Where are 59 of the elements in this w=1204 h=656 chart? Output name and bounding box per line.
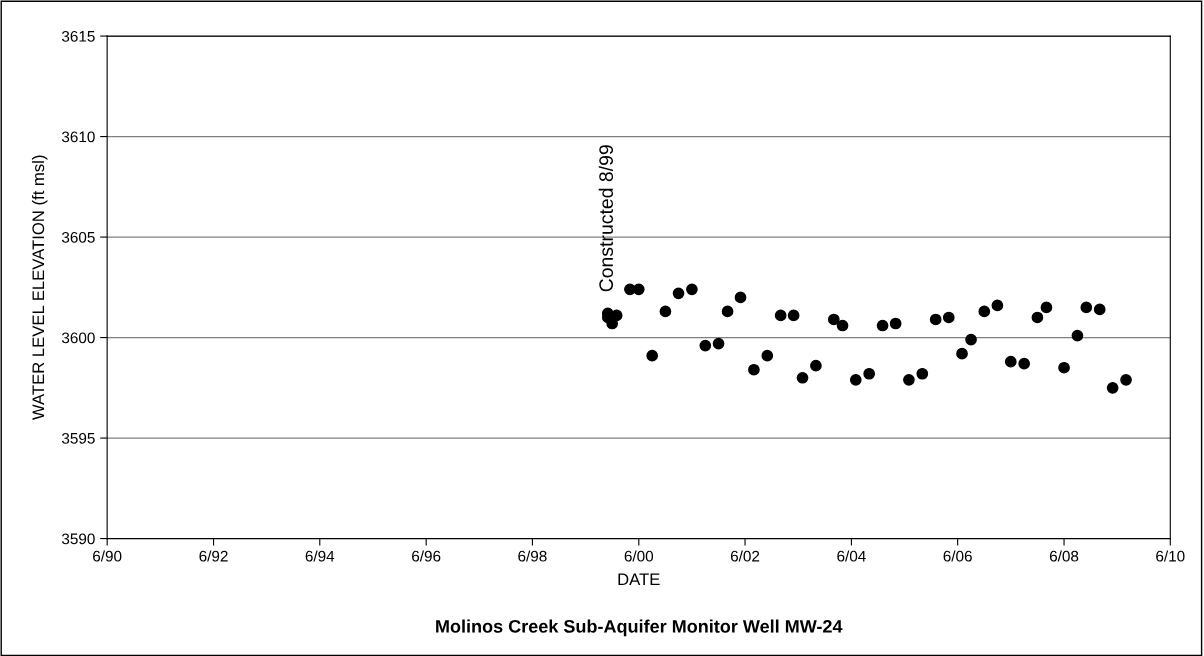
x-tick-label: 6/90 xyxy=(93,550,122,562)
y-tick-label: 3610 xyxy=(61,131,95,143)
point xyxy=(1071,329,1084,342)
point xyxy=(836,319,849,332)
point xyxy=(787,309,800,322)
x-tick-label: 6/02 xyxy=(730,550,760,562)
point xyxy=(734,291,747,304)
point xyxy=(929,313,942,326)
y-axis-title: WATER LEVEL ELEVATION (ft msl) xyxy=(31,155,48,420)
y-tick-label: 3600 xyxy=(61,332,95,344)
point xyxy=(659,305,672,318)
x-tick-label: 6/00 xyxy=(624,550,654,562)
point xyxy=(916,367,929,380)
x-tick-label: 6/96 xyxy=(412,550,441,562)
point xyxy=(774,309,787,322)
point xyxy=(686,283,698,296)
x-tick-label: 6/04 xyxy=(837,550,866,562)
point xyxy=(761,349,774,362)
x-tick-label: 6/10 xyxy=(1156,550,1185,562)
point xyxy=(699,339,712,352)
x-tick-label: 6/06 xyxy=(943,550,972,562)
y-tick-label: 3615 xyxy=(61,30,95,42)
text: Molinos Creek Sub-Aquifer Monitor Well MW-24 xyxy=(436,619,843,637)
x-tick-label: 6/98 xyxy=(518,550,547,562)
x-tick-label: 6/92 xyxy=(199,550,228,562)
y-tick-label: 3605 xyxy=(61,231,95,243)
point xyxy=(1120,373,1132,386)
point xyxy=(748,363,760,376)
y-tick-label: 3590 xyxy=(61,533,95,545)
point xyxy=(889,317,902,330)
point xyxy=(849,373,862,386)
point xyxy=(646,349,659,362)
point xyxy=(876,319,889,332)
point xyxy=(1040,301,1053,314)
point xyxy=(1106,381,1119,394)
point xyxy=(978,305,991,318)
point xyxy=(810,359,822,372)
point xyxy=(672,287,685,300)
point xyxy=(942,311,955,324)
point xyxy=(1018,357,1031,370)
x-axis-title: DATE xyxy=(618,573,660,586)
point xyxy=(1004,355,1017,368)
point xyxy=(827,313,840,326)
point xyxy=(965,333,977,346)
point xyxy=(903,373,915,386)
point xyxy=(956,347,968,360)
point xyxy=(991,299,1004,312)
y-tick-label: 3595 xyxy=(61,432,95,444)
annotation: Constructed 8/99 xyxy=(598,145,614,292)
point xyxy=(1080,301,1093,314)
point xyxy=(1031,311,1044,324)
point xyxy=(712,337,725,350)
point xyxy=(1058,361,1070,374)
point xyxy=(1093,303,1106,316)
x-tick-label: 6/08 xyxy=(1049,550,1079,562)
x-tick-label: 6/94 xyxy=(305,550,335,562)
point xyxy=(863,367,876,380)
point xyxy=(721,305,734,318)
point xyxy=(796,371,809,384)
